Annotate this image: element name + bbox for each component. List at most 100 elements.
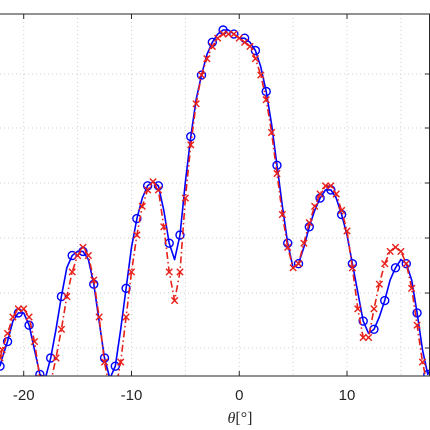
series-point xyxy=(35,369,45,376)
series-point-stroke xyxy=(370,305,378,313)
series-point-stroke xyxy=(68,268,76,276)
series-point xyxy=(293,259,304,269)
series-point xyxy=(359,333,367,342)
series-point-stroke xyxy=(90,276,98,284)
series-point xyxy=(192,100,200,108)
series-point-stroke xyxy=(192,100,200,108)
series-point xyxy=(423,369,430,376)
series-point-stroke xyxy=(138,202,146,210)
series-point xyxy=(203,55,211,63)
series-point-stroke xyxy=(359,333,367,342)
series-point xyxy=(24,320,34,330)
series-point-stroke xyxy=(100,358,109,366)
series-point xyxy=(149,178,157,186)
series-point-stroke xyxy=(273,169,281,178)
series-point xyxy=(84,251,93,260)
series-point xyxy=(196,70,207,80)
series-point xyxy=(294,260,303,268)
series-point xyxy=(348,264,357,272)
series-point xyxy=(9,313,17,321)
series-point-stroke xyxy=(117,358,125,366)
series-point-stroke xyxy=(240,38,249,46)
series-point-stroke xyxy=(381,260,389,268)
series-point-stroke xyxy=(42,392,48,398)
series-point-stroke xyxy=(84,251,93,260)
series-point xyxy=(413,321,421,329)
series-point-stroke xyxy=(57,325,66,333)
series-point-stroke xyxy=(20,305,28,313)
series-point xyxy=(68,268,76,276)
series-point xyxy=(402,260,410,268)
series-point-stroke xyxy=(364,333,373,342)
series-point xyxy=(305,219,313,227)
series-point xyxy=(186,131,196,142)
series-point-stroke xyxy=(348,264,357,272)
x-tick-label: -20 xyxy=(13,387,35,404)
series-layer xyxy=(0,25,430,398)
series-point-stroke xyxy=(219,30,227,38)
series-point xyxy=(90,276,98,284)
series-point-stroke xyxy=(30,337,39,346)
series-point xyxy=(337,206,346,215)
series-point-stroke xyxy=(332,190,340,198)
series-point xyxy=(110,361,121,371)
series-point xyxy=(386,247,394,256)
series-point-stroke xyxy=(321,182,330,190)
series-point xyxy=(3,329,12,338)
series-point xyxy=(412,308,422,318)
series-point xyxy=(224,30,233,38)
series-point xyxy=(117,358,125,366)
series-point xyxy=(390,263,401,273)
series-point-stroke xyxy=(170,296,179,305)
series-point-stroke xyxy=(397,247,405,256)
series-point xyxy=(73,251,82,260)
series-point xyxy=(56,291,67,302)
series-point-stroke xyxy=(294,260,303,268)
series-point xyxy=(310,202,319,210)
series-point xyxy=(418,358,427,366)
series-point xyxy=(154,186,163,194)
series-point-stroke xyxy=(25,313,33,321)
series-point-stroke xyxy=(316,190,324,198)
series-point xyxy=(213,34,222,42)
series-point-stroke xyxy=(112,388,118,394)
series-point xyxy=(79,243,87,251)
series-point-stroke xyxy=(278,210,287,219)
series-line xyxy=(0,33,427,376)
series-point-stroke xyxy=(391,243,400,251)
series-point-stroke xyxy=(0,354,4,359)
series-point xyxy=(257,71,265,79)
series-point xyxy=(0,346,6,354)
series-point xyxy=(25,313,33,321)
series-point-stroke xyxy=(425,384,430,390)
series-point-stroke xyxy=(47,379,53,385)
series-point-stroke xyxy=(257,71,265,79)
series-point xyxy=(187,141,195,149)
series-point xyxy=(230,30,238,38)
series-point-stroke xyxy=(235,34,243,42)
x-axis-label: θ[°] xyxy=(228,410,253,427)
series-point-stroke xyxy=(208,42,217,51)
series-point xyxy=(0,361,5,371)
series-point xyxy=(95,313,103,321)
series-point xyxy=(133,231,141,239)
series-point xyxy=(107,388,113,394)
series-point xyxy=(42,392,48,398)
series-point-stroke xyxy=(143,186,152,194)
series-point-stroke xyxy=(289,264,297,272)
series-point-stroke xyxy=(354,305,362,313)
series-point-stroke xyxy=(112,388,118,394)
series-point xyxy=(47,379,53,385)
series-point xyxy=(343,227,351,235)
series-point xyxy=(391,243,400,251)
series-point xyxy=(364,333,373,342)
series-point-stroke xyxy=(386,247,394,256)
series-point-stroke xyxy=(375,280,384,288)
series-point xyxy=(375,280,384,288)
series-point-stroke xyxy=(133,231,141,239)
series-point xyxy=(208,42,217,51)
series-point xyxy=(122,313,130,321)
series-point-stroke xyxy=(149,178,157,186)
series-point xyxy=(327,182,335,190)
